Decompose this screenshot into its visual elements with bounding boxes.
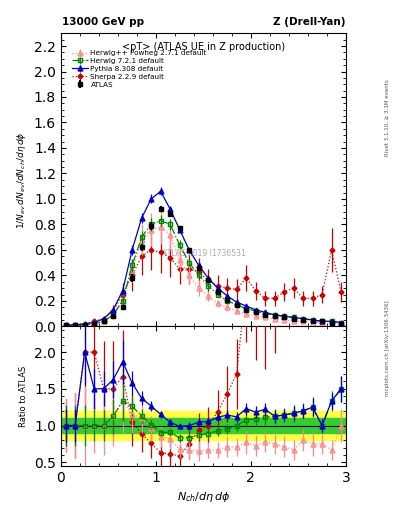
X-axis label: $N_{ch}/d\eta\,d\phi$: $N_{ch}/d\eta\,d\phi$ [176, 490, 230, 504]
Y-axis label: Ratio to ATLAS: Ratio to ATLAS [20, 366, 29, 427]
Text: 13000 GeV pp: 13000 GeV pp [62, 16, 144, 27]
Text: Z (Drell-Yan): Z (Drell-Yan) [273, 16, 345, 27]
Text: ATLAS 2019 I1736531: ATLAS 2019 I1736531 [162, 249, 245, 258]
Bar [61, 411, 346, 440]
Text: <pT> (ATLAS UE in Z production): <pT> (ATLAS UE in Z production) [122, 42, 285, 52]
Text: Rivet 3.1.10, ≥ 3.1M events: Rivet 3.1.10, ≥ 3.1M events [385, 79, 390, 156]
Bar [61, 418, 346, 433]
Text: mcplots.cern.ch [arXiv:1306.3436]: mcplots.cern.ch [arXiv:1306.3436] [385, 301, 390, 396]
Y-axis label: $1/N_{ev}\,dN_{ev}/dN_{ch}/d\eta\,d\phi$: $1/N_{ev}\,dN_{ev}/dN_{ch}/d\eta\,d\phi$ [15, 131, 28, 228]
Legend: Herwig++ Powheg 2.7.1 default, Herwig 7.2.1 default, Pythia 8.308 default, Sherp: Herwig++ Powheg 2.7.1 default, Herwig 7.… [70, 49, 208, 89]
